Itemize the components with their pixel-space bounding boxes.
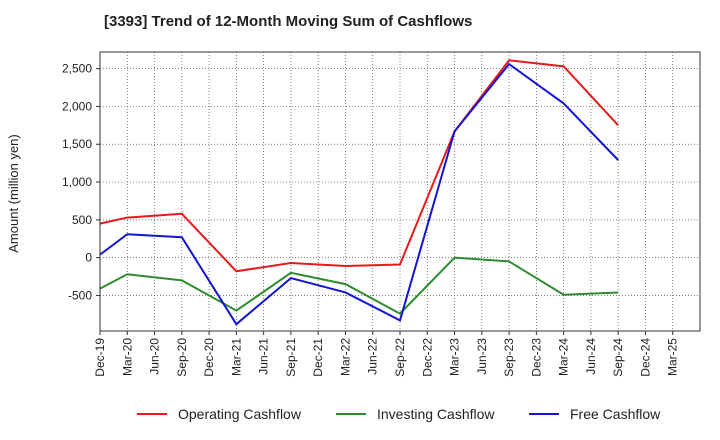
x-tick-label: Jun-21 [257,338,271,375]
chart-title: [3393] Trend of 12-Month Moving Sum of C… [104,13,473,30]
y-tick-label: 2,000 [62,99,92,113]
x-tick-label: Mar-21 [229,338,243,376]
y-tick-label: 1,500 [62,137,92,151]
x-tick-label: Dec-22 [420,338,434,377]
legend-label: Operating Cashflow [178,406,302,422]
x-tick-label: Jun-24 [584,338,598,375]
y-tick-label: -500 [68,288,92,302]
x-tick-label: Mar-20 [120,338,134,376]
legend-label: Investing Cashflow [377,406,495,422]
x-tick-label: Mar-22 [338,338,352,376]
x-tick-label: Sep-24 [611,338,625,377]
legend: Operating Cashflow Investing Cashflow Free… [137,406,661,422]
x-axis-ticks: Dec-19 Mar-20 Jun-20 Sep-20 Dec-20 Mar-21 Jun-… [93,331,680,377]
series-line-3 [99,62,619,326]
x-tick-label: Dec-21 [311,338,325,377]
x-tick-label: Mar-24 [557,338,571,376]
y-tick-label: 2,500 [62,62,92,76]
x-tick-label: Dec-19 [93,338,107,377]
x-tick-label: Mar-23 [448,338,462,376]
x-tick-label: Dec-24 [638,338,652,377]
y-axis-ticks: -500 0 500 1,000 1,500 2,000 2,500 [62,62,100,302]
grid [100,52,700,331]
series-line-1 [99,59,619,273]
y-tick-label: 1,000 [62,175,92,189]
y-tick-label: 0 [85,251,92,265]
x-tick-label: Mar-25 [666,338,680,376]
x-tick-label: Dec-23 [529,338,543,377]
y-axis-title: Amount (million yen) [6,134,21,253]
series-lines [99,59,619,326]
legend-label: Free Cashflow [570,406,661,422]
plot-frame [99,51,701,332]
x-tick-label: Sep-23 [502,338,516,377]
x-tick-label: Jun-20 [148,338,162,375]
x-tick-label: Dec-20 [202,338,216,377]
x-tick-label: Jun-23 [475,338,489,375]
y-tick-label: 500 [72,213,92,227]
x-tick-label: Sep-21 [284,338,298,377]
x-tick-label: Sep-22 [393,338,407,377]
x-tick-label: Sep-20 [175,338,189,377]
x-tick-label: Jun-22 [366,338,380,375]
